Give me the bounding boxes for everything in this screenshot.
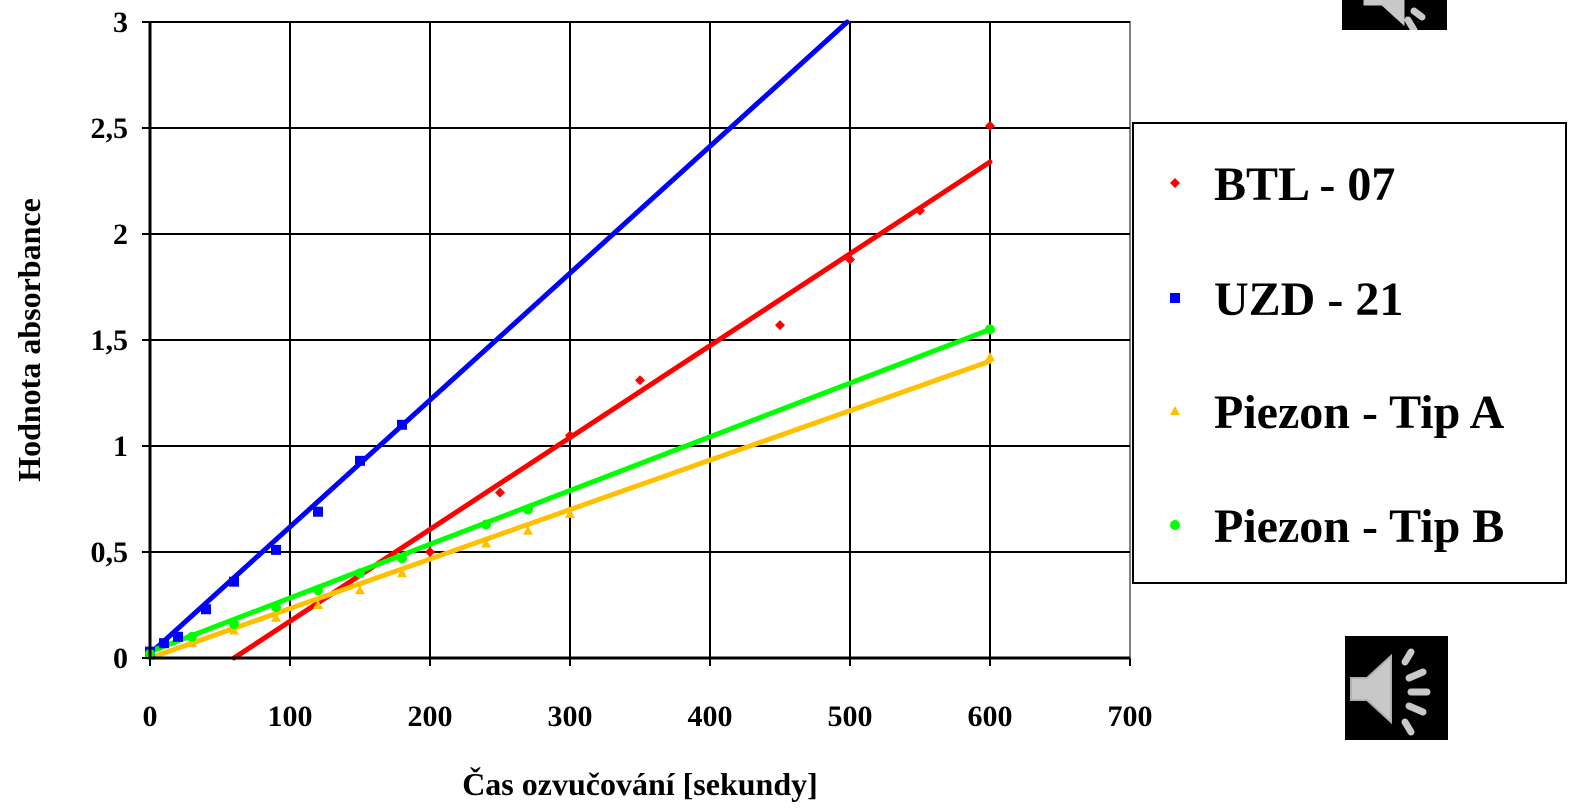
legend: BTL - 07 UZD - 21 Piezon - Tip A Piezon - T…	[1133, 123, 1566, 583]
legend-marker	[1170, 293, 1180, 303]
x-tick-label: 400	[688, 700, 733, 733]
data-point	[229, 577, 239, 587]
data-point	[355, 568, 365, 578]
data-point	[523, 505, 533, 515]
legend-label: Piezon - Tip B	[1214, 500, 1504, 553]
data-point	[397, 553, 407, 563]
data-point	[985, 324, 995, 334]
y-tick-label: 2	[113, 218, 128, 251]
y-tick-label: 0	[113, 642, 128, 675]
x-tick-label: 0	[143, 700, 158, 733]
data-point	[355, 456, 365, 466]
data-point	[229, 619, 239, 629]
speaker-icon-graphic	[1345, 636, 1448, 740]
legend-label: UZD - 21	[1214, 273, 1403, 326]
data-point	[985, 121, 995, 131]
data-point	[173, 632, 183, 642]
data-point	[271, 602, 281, 612]
x-tick-label: 200	[408, 700, 453, 733]
x-axis-title: Čas ozvučování [sekundy]	[462, 766, 818, 802]
speaker-icon[interactable]	[1345, 636, 1448, 740]
speaker-icon-graphic	[1342, 0, 1447, 30]
grid	[150, 22, 1130, 658]
y-tick-label: 1	[113, 430, 128, 463]
data-point	[495, 488, 505, 498]
trend-line	[150, 22, 847, 654]
x-tick-label: 700	[1108, 700, 1153, 733]
y-tick-label: 0,5	[91, 536, 129, 569]
data-point	[635, 375, 645, 385]
y-tick-label: 1,5	[91, 324, 129, 357]
data-point	[187, 632, 197, 642]
data-point	[985, 352, 995, 361]
y-tick-label: 2,5	[91, 112, 129, 145]
data-point	[271, 545, 281, 555]
x-tick-label: 500	[828, 700, 873, 733]
y-axis-title: Hodnota absorbance	[11, 198, 47, 482]
data-point	[159, 638, 169, 648]
legend-label: Piezon - Tip A	[1214, 386, 1505, 439]
data-point	[481, 519, 491, 529]
y-tick-label: 3	[113, 6, 128, 39]
data-point	[397, 420, 407, 430]
x-tick-label: 300	[548, 700, 593, 733]
speaker-icon[interactable]	[1342, 0, 1447, 30]
legend-label: BTL - 07	[1214, 158, 1395, 211]
data-point	[201, 604, 211, 614]
x-tick-label: 600	[968, 700, 1013, 733]
x-tick-label: 100	[268, 700, 313, 733]
data-point	[313, 585, 323, 595]
data-point	[775, 320, 785, 330]
legend-marker	[1170, 520, 1180, 530]
data-point	[313, 507, 323, 517]
